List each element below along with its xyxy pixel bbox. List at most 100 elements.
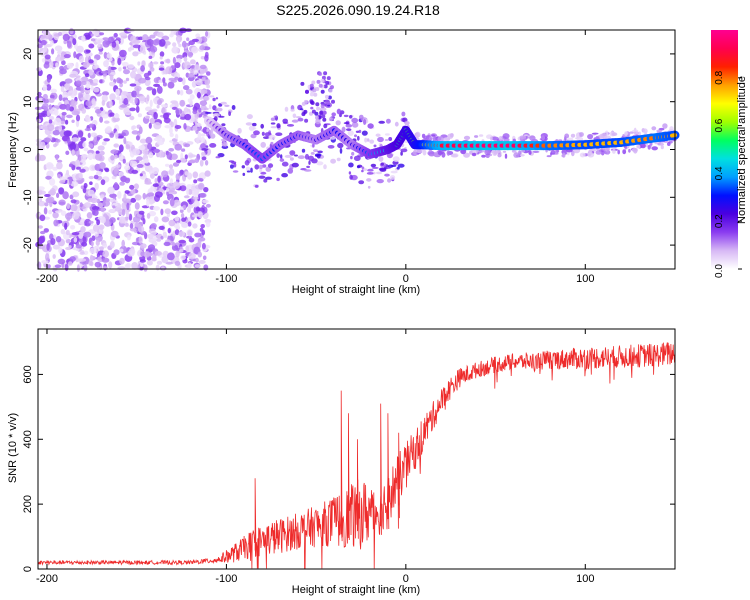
spectrogram-noise-blob	[46, 196, 55, 203]
spectrogram-noise-blob	[190, 59, 196, 65]
spectrogram-noise-blob	[162, 231, 167, 238]
spectrogram-noise-blob	[205, 31, 209, 37]
spectrogram-noise-blob	[193, 200, 200, 208]
spectrogram-noise-blob	[320, 104, 325, 109]
spectrogram-noise-blob	[102, 250, 109, 258]
spectrogram-noise-blob	[81, 108, 87, 114]
spectrogram-noise-blob	[156, 104, 160, 109]
spectrogram-noise-blob	[166, 152, 173, 160]
spectrogram-noise-blob	[56, 162, 63, 170]
spectrogram-noise-blob	[263, 178, 268, 183]
spectrogram-noise-blob	[124, 263, 130, 270]
spectrogram-noise-blob	[121, 201, 128, 210]
spectrogram-noise-blob	[450, 153, 458, 158]
spectrogram-noise-blob	[148, 62, 154, 69]
spectrogram-noise-blob	[75, 244, 83, 249]
spectrogram-noise-blob	[366, 138, 370, 142]
spectrogram-noise-blob	[178, 249, 184, 253]
spectrogram-noise-blob	[237, 127, 242, 134]
spectrogram-noise-blob	[212, 112, 220, 118]
spectrogram-noise-blob	[291, 119, 299, 123]
spectrogram-noise-blob	[335, 120, 341, 126]
spectrogram-noise-blob	[99, 32, 105, 36]
spectrogram-noise-blob	[90, 241, 94, 247]
spectrogram-noise-blob	[170, 121, 174, 128]
spectrogram-noise-blob	[304, 169, 312, 172]
spectrogram-noise-blob	[373, 144, 377, 148]
spectrogram-noise-blob	[101, 70, 108, 74]
spectrogram-noise-blob	[546, 155, 552, 158]
spectrogram-noise-blob	[119, 82, 123, 88]
spectrogram-noise-blob	[147, 244, 156, 251]
spectrogram-noise-blob	[121, 61, 129, 67]
spectrogram-noise-blob	[153, 148, 161, 153]
spectrogram-noise-blob	[183, 56, 188, 62]
spectrogram-noise-blob	[253, 130, 260, 136]
spectrogram-noise-blob	[564, 133, 570, 139]
spectrogram-noise-blob	[174, 216, 180, 222]
spectrogram-noise-blob	[65, 169, 70, 176]
spectrogram-noise-blob	[163, 241, 171, 247]
spectrogram-noise-blob	[348, 162, 354, 168]
spectrogram-noise-blob	[290, 108, 295, 112]
spectrogram-noise-blob	[84, 218, 92, 227]
spectrogram-noise-blob	[364, 137, 368, 143]
spectrogram-noise-blob	[95, 109, 102, 114]
spectrogram-noise-blob	[231, 105, 236, 110]
spectrogram-noise-blob	[150, 46, 158, 53]
spectrogram-noise-blob	[330, 158, 336, 164]
spectrogram-noise-blob	[144, 181, 152, 185]
spectrogram-noise-blob	[208, 129, 214, 136]
spectrogram-noise-blob	[276, 153, 281, 158]
spectrogram-noise-blob	[161, 216, 170, 223]
spectrogram-noise-blob	[43, 207, 48, 215]
spectrogram-noise-blob	[54, 264, 62, 269]
spectrogram-noise-blob	[163, 112, 170, 120]
spectrogram-noise-blob	[127, 64, 135, 69]
spectrogram-noise-blob	[189, 94, 195, 100]
spectrogram-noise-blob	[38, 200, 46, 207]
spectrogram-noise-blob	[212, 97, 216, 102]
spectrogram-y-tick-label: 0	[22, 146, 34, 152]
spectrogram-noise-blob	[170, 79, 177, 83]
spectrogram-noise-blob	[59, 68, 67, 75]
spectrogram-noise-blob	[111, 41, 117, 48]
spectrogram-noise-blob	[159, 56, 163, 60]
spectrogram-noise-blob	[81, 177, 85, 183]
spectrogram-noise-blob	[75, 114, 81, 122]
spectrogram-noise-blob	[65, 150, 70, 155]
spectrogram-noise-blob	[145, 136, 153, 144]
spectrogram-noise-blob	[83, 147, 89, 152]
spectrogram-noise-blob	[109, 112, 115, 117]
spectrogram-noise-blob	[190, 65, 195, 69]
spectrogram-noise-blob	[103, 138, 110, 142]
spectrogram-noise-blob	[118, 171, 124, 176]
spectrogram-noise-blob	[113, 182, 119, 190]
spectrogram-noise-blob	[518, 150, 522, 155]
spectrogram-noise-blob	[110, 149, 119, 154]
spectrogram-noise-blob	[69, 27, 74, 35]
spectrogram-noise-blob	[85, 49, 91, 53]
spectrogram-noise-blob	[377, 136, 384, 143]
spectrogram-noise-blob	[183, 123, 187, 130]
spectrogram-noise-blob	[48, 98, 55, 103]
spectrogram-noise-blob	[356, 165, 361, 169]
spectrogram-noise-blob	[233, 162, 237, 168]
spectrogram-noise-blob	[136, 156, 143, 161]
spectrogram-noise-blob	[91, 206, 100, 211]
spectrogram-noise-blob	[99, 162, 106, 170]
spectrogram-noise-blob	[192, 125, 198, 131]
spectrogram-noise-blob	[58, 187, 65, 195]
spectrogram-noise-blob	[61, 60, 66, 66]
spectrogram-noise-blob	[149, 200, 154, 205]
spectrogram-noise-blob	[98, 51, 103, 55]
spectrogram-noise-blob	[123, 98, 129, 105]
spectrogram-noise-blob	[390, 175, 396, 180]
spectrogram-noise-blob	[202, 255, 207, 261]
spectrogram-noise-blob	[39, 214, 46, 222]
spectrogram-noise-blob	[44, 31, 51, 39]
spectrogram-noise-blob	[125, 208, 129, 215]
spectrogram-noise-blob	[42, 84, 48, 92]
spectrogram-noise-blob	[144, 158, 149, 164]
spectrogram-noise-blob	[153, 206, 160, 211]
